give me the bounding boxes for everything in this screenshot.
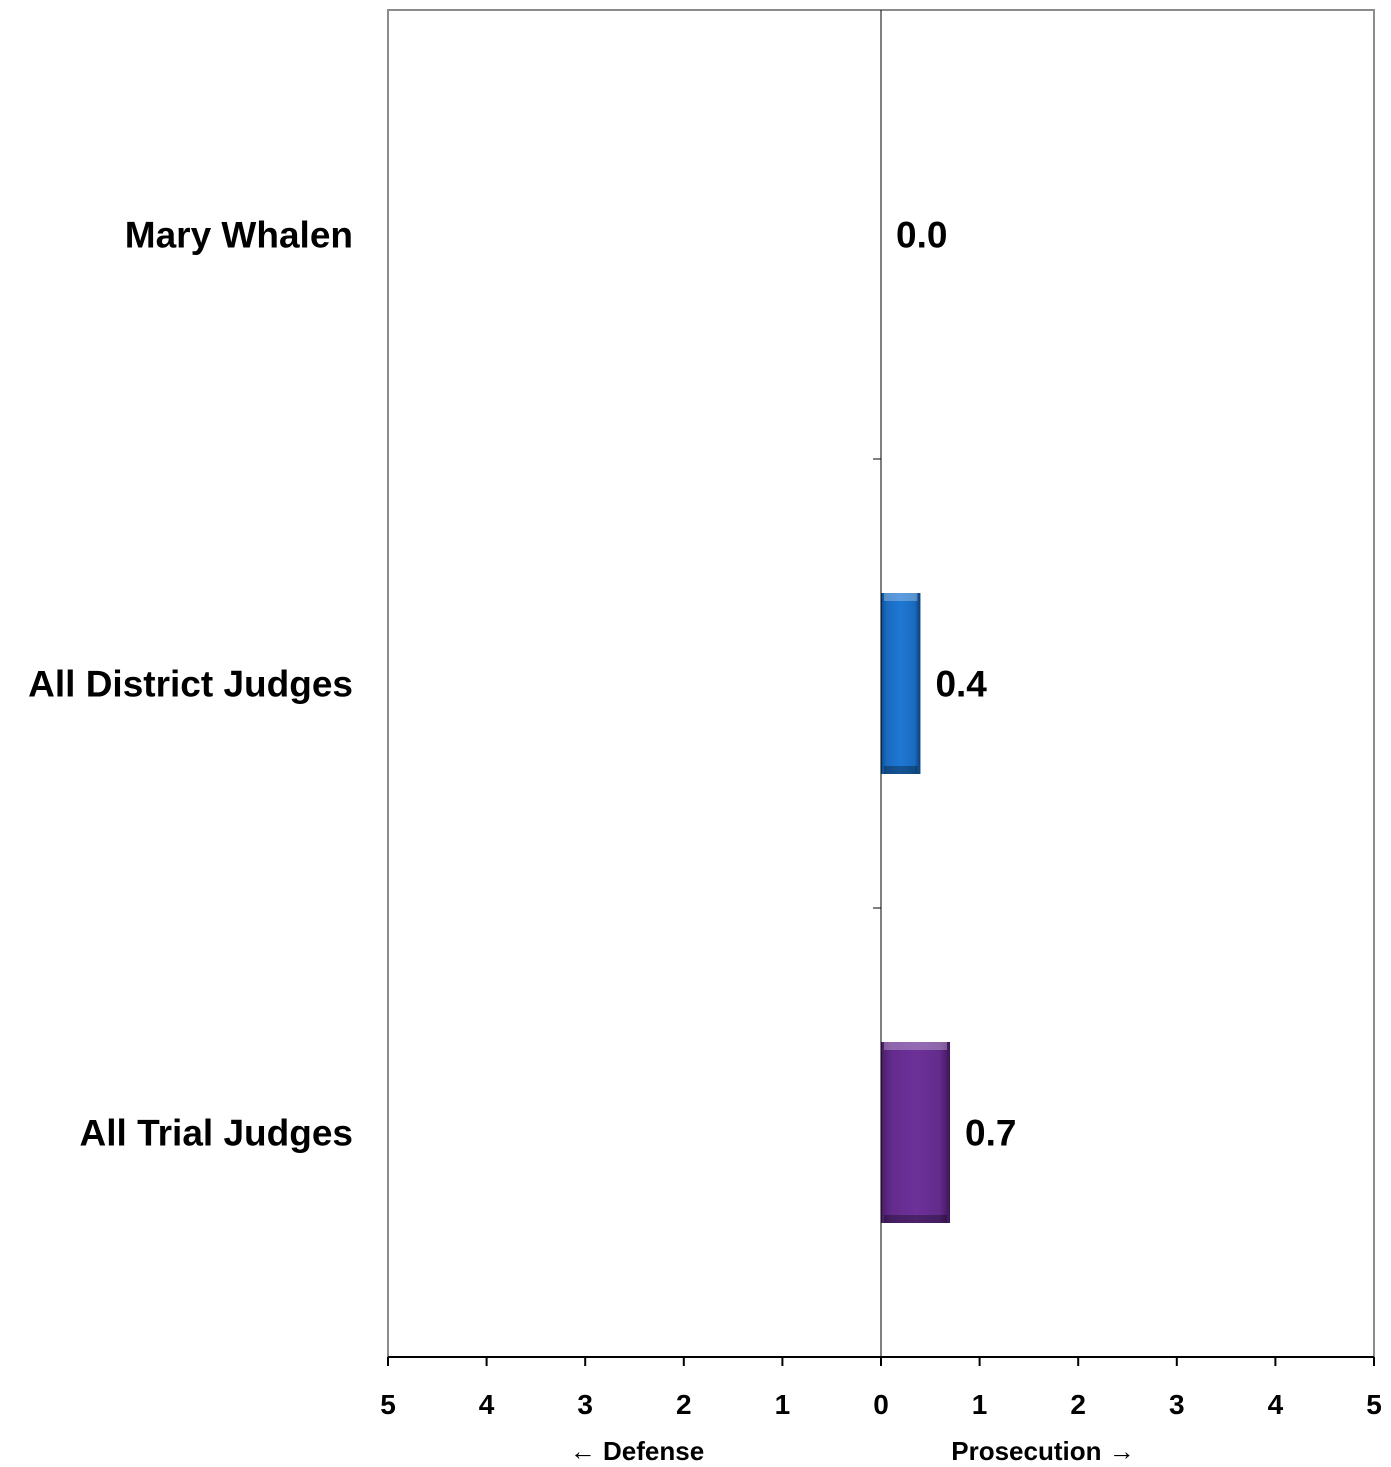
defense-direction-label: ← Defense <box>570 1436 704 1466</box>
bars-layer <box>881 593 951 1223</box>
data-label: 0.4 <box>935 664 987 705</box>
x-tick-label: 4 <box>479 1389 495 1420</box>
x-tick-label: 1 <box>972 1389 988 1420</box>
bar-highlight <box>884 593 918 601</box>
bar-highlight <box>884 1042 948 1050</box>
labels-layer: 5 4 3 2 1 0 1 2 3 4 5 ← Defense Prosecution → Mary Wh… <box>28 215 1382 1467</box>
x-tick-label: 4 <box>1268 1389 1284 1420</box>
data-label: 0.7 <box>965 1113 1016 1154</box>
data-label: 0.0 <box>896 215 947 256</box>
x-tick-label: 1 <box>775 1389 791 1420</box>
x-tick-label: 0 <box>873 1389 889 1420</box>
bar <box>881 593 921 774</box>
x-tick-label: 3 <box>577 1389 593 1420</box>
x-tick-label: 5 <box>380 1389 396 1420</box>
bar <box>881 1042 951 1223</box>
bar-shadow <box>884 1215 948 1223</box>
x-tick-label: 2 <box>1070 1389 1086 1420</box>
prosecution-direction-label: Prosecution → <box>951 1436 1134 1466</box>
x-tick-label: 5 <box>1366 1389 1382 1420</box>
category-label: All District Judges <box>28 664 353 705</box>
x-tick-label: 2 <box>676 1389 692 1420</box>
category-label: Mary Whalen <box>125 215 353 256</box>
x-tick-label: 3 <box>1169 1389 1185 1420</box>
axes-layer <box>387 10 1375 1366</box>
bar-shadow <box>884 766 918 774</box>
category-label: All Trial Judges <box>80 1113 353 1154</box>
